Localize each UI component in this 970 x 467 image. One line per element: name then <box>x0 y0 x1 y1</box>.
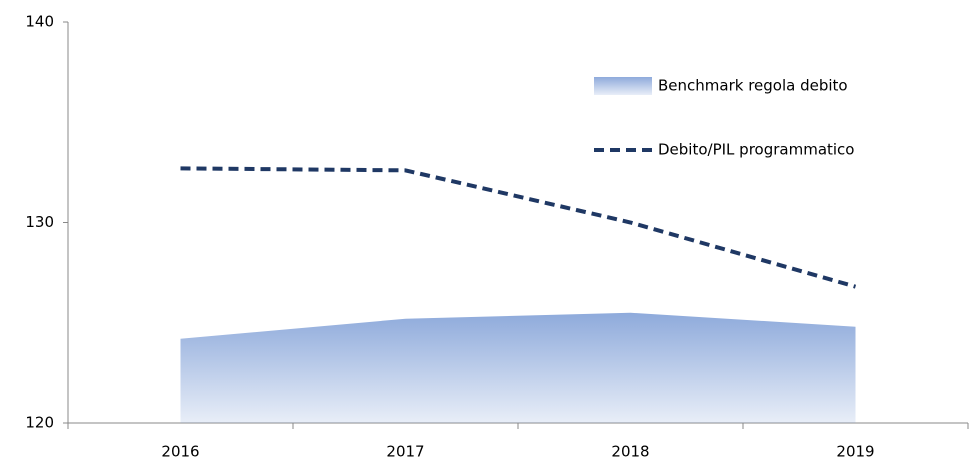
legend-swatch <box>594 77 652 95</box>
legend-label: Debito/PIL programmatico <box>658 141 854 159</box>
legend-label: Benchmark regola debito <box>658 77 848 95</box>
x-tick-label: 2018 <box>611 443 649 461</box>
x-tick-label: 2017 <box>386 443 424 461</box>
y-tick-label: 140 <box>25 13 54 31</box>
line <box>180 166 857 289</box>
y-tick-label: 130 <box>25 213 54 231</box>
y-tick-label: 120 <box>25 414 54 432</box>
x-tick-label: 2016 <box>161 443 199 461</box>
x-tick-label: 2019 <box>836 443 874 461</box>
area <box>180 312 856 423</box>
